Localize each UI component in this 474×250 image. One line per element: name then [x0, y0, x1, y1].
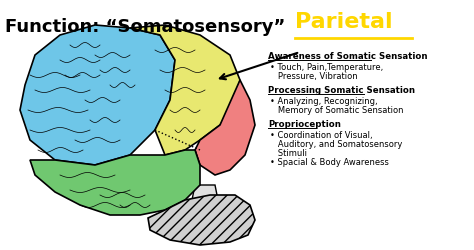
Polygon shape [195, 80, 255, 175]
Polygon shape [30, 150, 200, 215]
Text: Awareness of Somatic Sensation: Awareness of Somatic Sensation [268, 52, 428, 61]
Polygon shape [148, 195, 255, 245]
Text: Auditory, and Somatosensory: Auditory, and Somatosensory [270, 140, 402, 149]
Text: Pressure, Vibration: Pressure, Vibration [270, 72, 357, 81]
Text: Stimuli: Stimuli [270, 149, 307, 158]
Text: • Spacial & Body Awareness: • Spacial & Body Awareness [270, 158, 389, 167]
Text: • Touch, Pain,Temperature,: • Touch, Pain,Temperature, [270, 63, 383, 72]
Text: Memory of Somatic Sensation: Memory of Somatic Sensation [270, 106, 403, 115]
Text: • Analyzing, Recognizing,: • Analyzing, Recognizing, [270, 97, 378, 106]
Text: • Coordination of Visual,: • Coordination of Visual, [270, 131, 373, 140]
Text: Processing Somatic Sensation: Processing Somatic Sensation [268, 86, 415, 95]
Text: Parietal: Parietal [295, 12, 392, 32]
Text: Function: “Somatosensory”: Function: “Somatosensory” [5, 18, 285, 36]
Polygon shape [130, 25, 240, 155]
Text: Proprioception: Proprioception [268, 120, 341, 129]
Polygon shape [190, 185, 220, 230]
Polygon shape [20, 25, 175, 165]
